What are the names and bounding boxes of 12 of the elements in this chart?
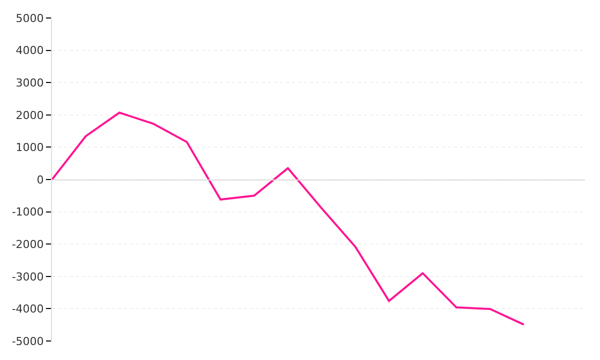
y-tick-label: 1000 [16,141,44,154]
y-tick-label: 4000 [16,44,44,58]
y-tick-label: -5000 [12,334,44,348]
y-tick-label: 0 [36,173,44,186]
y-tick-label: -3000 [12,270,44,284]
y-tick-label: 5000 [16,12,44,25]
y-tick-label: 3000 [16,76,44,90]
y-tick-label: -4000 [12,302,44,316]
line-series [52,112,525,326]
y-tick-label: -1000 [12,206,44,219]
y-tick-label: 2000 [16,108,44,122]
y-tick-label: -2000 [12,238,44,251]
